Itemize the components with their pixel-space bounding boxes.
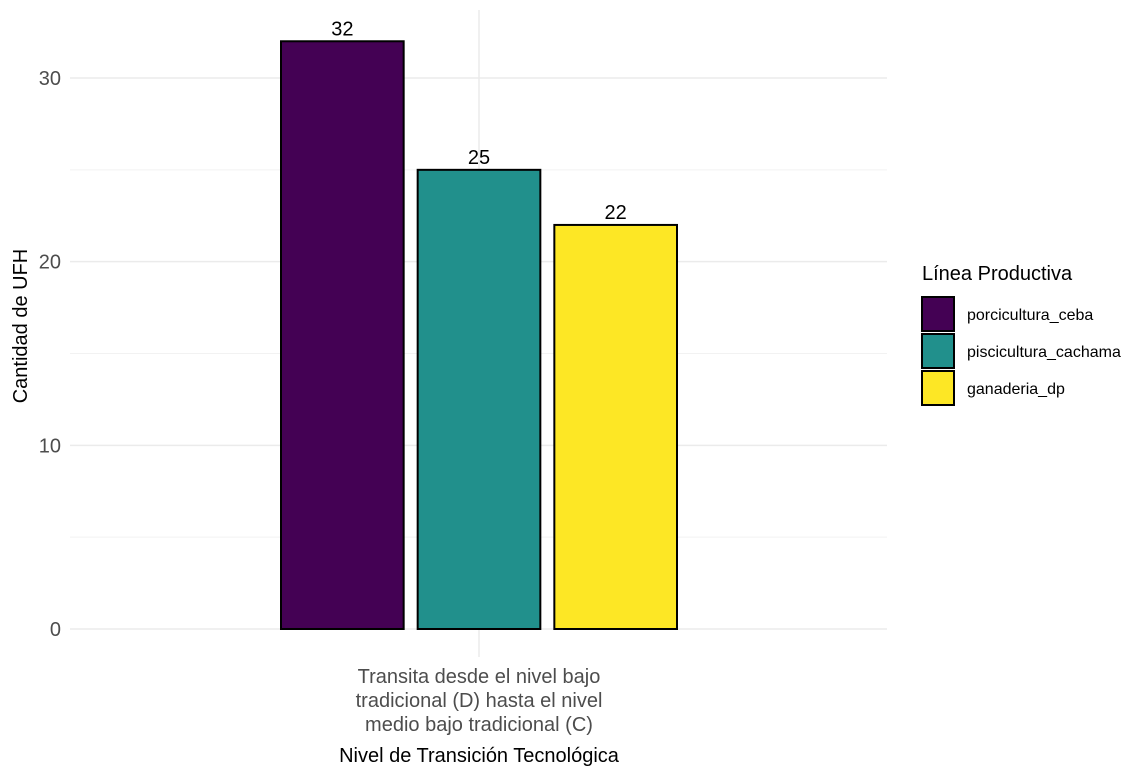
legend-label: porcicultura_ceba bbox=[967, 307, 1093, 324]
legend-key-porcicultura_ceba bbox=[921, 296, 955, 332]
bar-value-label: 25 bbox=[468, 147, 490, 169]
bar-porcicultura_ceba bbox=[280, 40, 405, 631]
bar-value-label: 22 bbox=[605, 202, 627, 224]
bar-ganaderia_dp bbox=[553, 223, 678, 631]
x-category-label-line: Transita desde el nivel bajo bbox=[358, 666, 601, 688]
x-category-label-line: medio bajo tradicional (C) bbox=[365, 714, 593, 736]
y-axis-tick-labels: 0 10 20 30 bbox=[39, 68, 61, 641]
bars bbox=[280, 40, 678, 631]
y-tick-label: 10 bbox=[39, 435, 61, 457]
bar-value-label: 32 bbox=[331, 18, 353, 40]
legend-key-piscicultura_cachama bbox=[921, 333, 955, 369]
y-tick-label: 30 bbox=[39, 68, 61, 90]
bar-value-labels: 32 25 22 bbox=[331, 18, 627, 224]
y-tick-label: 20 bbox=[39, 252, 61, 274]
legend: porcicultura_ceba piscicultura_cachamagan… bbox=[921, 296, 1121, 406]
x-axis-category-label: Transita desde el nivel bajotradicional … bbox=[356, 666, 603, 736]
y-tick-label: 0 bbox=[50, 619, 61, 641]
legend-title: Línea Productiva bbox=[922, 263, 1073, 285]
legend-label: ganaderia_dp bbox=[967, 381, 1065, 398]
legend-key-ganaderia_dp bbox=[921, 370, 955, 406]
y-axis-title: Cantidad de UFH bbox=[10, 249, 32, 404]
x-axis-title: Nivel de Transición Tecnológica bbox=[339, 745, 620, 766]
legend-label: piscicultura_cachama bbox=[967, 344, 1121, 361]
x-category-label-line: tradicional (D) hasta el nivel bbox=[356, 690, 603, 712]
bar-piscicultura_cachama bbox=[416, 168, 542, 630]
